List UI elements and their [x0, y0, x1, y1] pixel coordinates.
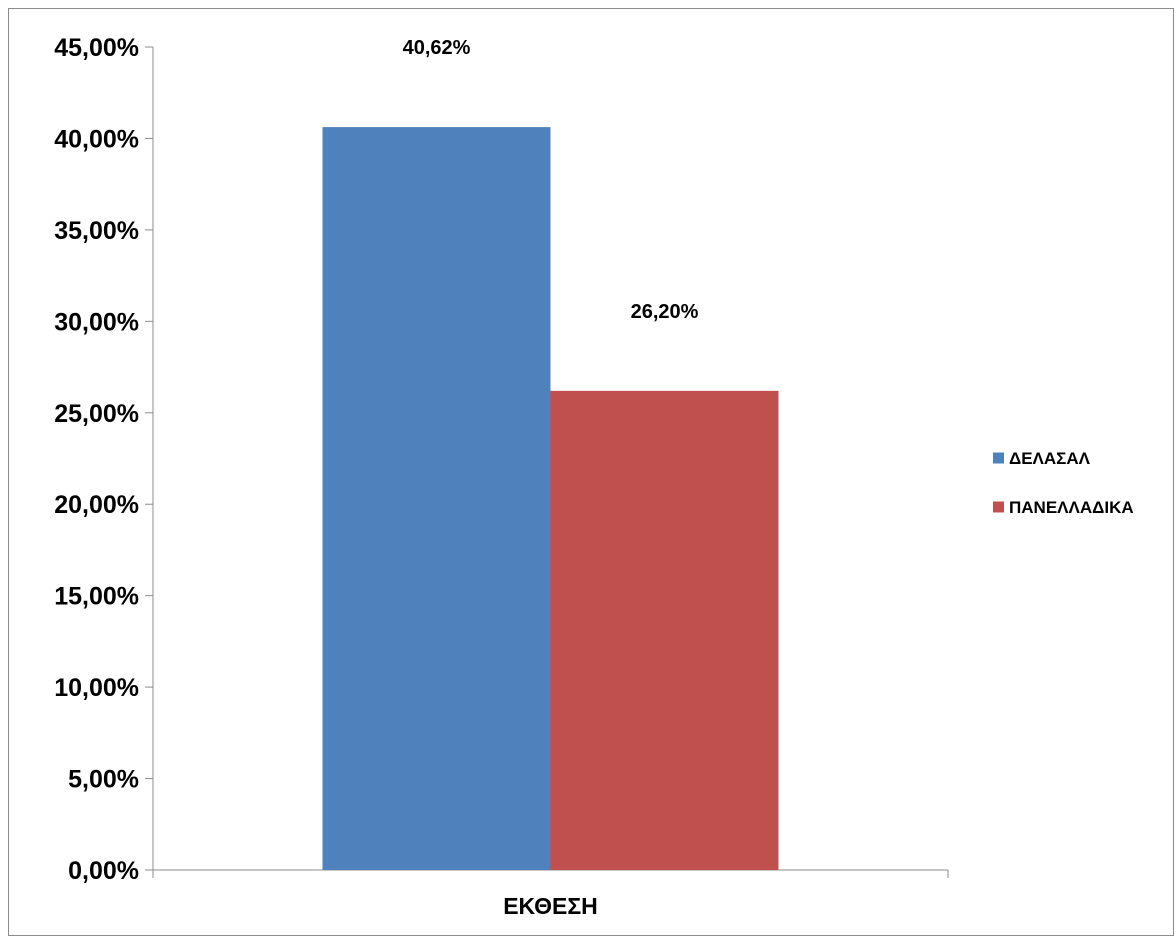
data-label: 40,62% — [403, 37, 471, 59]
data-label: 26,20% — [631, 301, 699, 323]
y-tick-label: 45,00% — [54, 34, 139, 62]
y-tick-label: 5,00% — [68, 766, 139, 794]
bar — [550, 390, 779, 870]
y-tick-label: 20,00% — [54, 491, 139, 519]
bar — [322, 127, 551, 870]
legend-swatch — [993, 501, 1004, 513]
y-tick-label: 0,00% — [68, 857, 139, 885]
y-tick-label: 10,00% — [54, 674, 139, 702]
legend-label: ΠΑΝΕΛΛΑΔΙΚΑ — [1009, 498, 1134, 517]
x-category-label: ΕΚΘΕΣΗ — [503, 893, 598, 919]
bar-group — [322, 127, 779, 870]
y-tick-label: 40,00% — [54, 125, 139, 153]
data-labels: 40,62% 26,20% — [403, 37, 699, 323]
y-tick-label: 15,00% — [54, 583, 139, 611]
y-tick-label: 25,00% — [54, 400, 139, 428]
y-tick-label: 30,00% — [54, 308, 139, 336]
y-axis-ticks: 0,00% 5,00% 10,00% 15,00% 20,00% 25,00% 30,00%… — [54, 34, 949, 885]
legend: ΔΕΛΑΣΑΛ ΠΑΝΕΛΛΑΔΙΚΑ — [993, 449, 1134, 517]
legend-label: ΔΕΛΑΣΑΛ — [1009, 449, 1091, 468]
legend-swatch — [993, 452, 1004, 464]
y-tick-label: 35,00% — [54, 217, 139, 245]
